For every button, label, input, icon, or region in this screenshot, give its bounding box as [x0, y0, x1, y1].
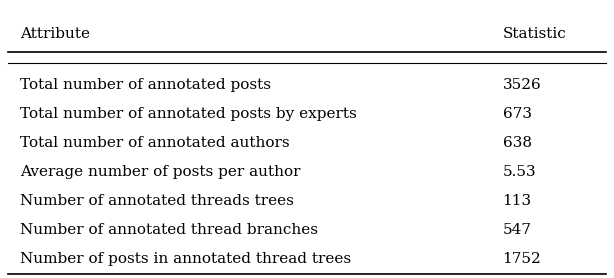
- Text: 113: 113: [503, 194, 532, 208]
- Text: Total number of annotated authors: Total number of annotated authors: [20, 136, 289, 150]
- Text: Number of posts in annotated thread trees: Number of posts in annotated thread tree…: [20, 252, 351, 266]
- Text: 638: 638: [503, 136, 532, 150]
- Text: 547: 547: [503, 223, 532, 237]
- Text: 1752: 1752: [503, 252, 542, 266]
- Text: Total number of annotated posts by experts: Total number of annotated posts by exper…: [20, 107, 357, 121]
- Text: 5.53: 5.53: [503, 165, 536, 179]
- Text: Statistic: Statistic: [503, 28, 566, 41]
- Text: Total number of annotated posts: Total number of annotated posts: [20, 78, 271, 92]
- Text: Attribute: Attribute: [20, 28, 90, 41]
- Text: Number of annotated threads trees: Number of annotated threads trees: [20, 194, 293, 208]
- Text: Number of annotated thread branches: Number of annotated thread branches: [20, 223, 317, 237]
- Text: Average number of posts per author: Average number of posts per author: [20, 165, 300, 179]
- Text: 3526: 3526: [503, 78, 542, 92]
- Text: 673: 673: [503, 107, 532, 121]
